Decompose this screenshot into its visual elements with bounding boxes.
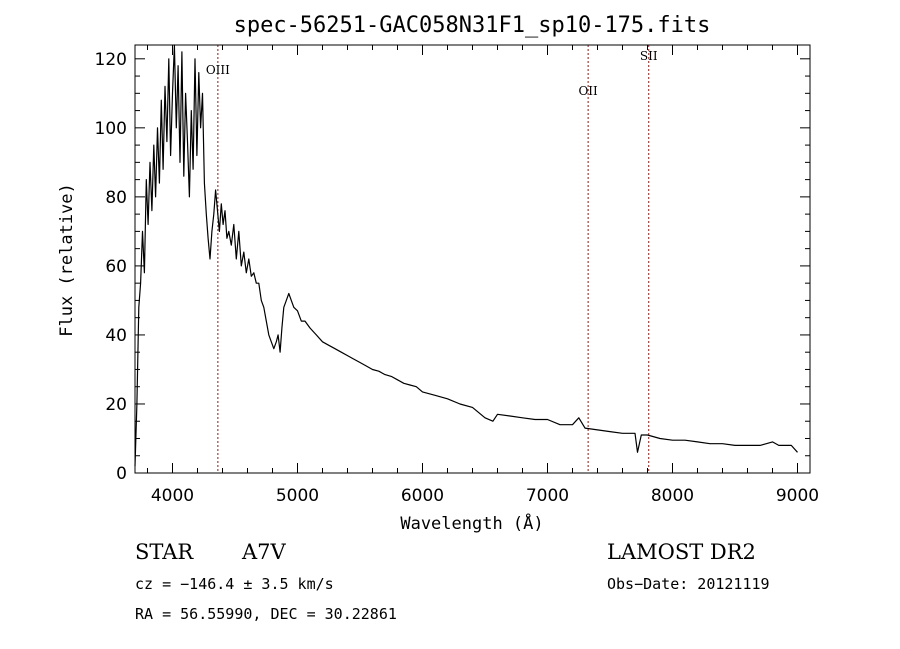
emission-label-oii: OII bbox=[578, 84, 598, 98]
survey-name: LAMOST DR2 bbox=[607, 540, 756, 564]
x-tick-label: 5000 bbox=[276, 486, 319, 506]
y-tick-label: 120 bbox=[95, 50, 127, 70]
y-tick-label: 20 bbox=[105, 395, 127, 415]
object-subclass: A7V bbox=[241, 540, 287, 564]
x-axis-label: Wavelength (Å) bbox=[400, 512, 543, 534]
y-tick-label: 60 bbox=[105, 257, 127, 277]
emission-line-markers: OIII OII SII bbox=[206, 45, 658, 473]
x-tick-label: 7000 bbox=[526, 486, 569, 506]
object-class: STAR bbox=[135, 540, 194, 564]
x-axis-ticks: 4000 5000 6000 7000 8000 9000 bbox=[147, 45, 819, 506]
y-axis-ticks: 0 20 40 60 80 100 120 bbox=[95, 50, 810, 484]
y-tick-label: 0 bbox=[116, 464, 127, 484]
coordinates-text: RA = 56.55990, DEC = 30.22861 bbox=[135, 605, 397, 623]
spectrum-line-group bbox=[134, 44, 798, 467]
y-tick-label: 40 bbox=[105, 326, 127, 346]
x-tick-label: 8000 bbox=[651, 486, 694, 506]
y-tick-label: 80 bbox=[105, 188, 127, 208]
x-tick-label: 6000 bbox=[401, 486, 444, 506]
x-tick-label: 4000 bbox=[151, 486, 194, 506]
obs-date-text: Obs−Date: 20121119 bbox=[607, 575, 770, 593]
y-tick-label: 100 bbox=[95, 119, 127, 139]
emission-label-sii: SII bbox=[640, 49, 658, 63]
redshift-text: cz = −146.4 ± 3.5 km/s bbox=[135, 575, 334, 593]
emission-label-oiii: OIII bbox=[206, 63, 230, 77]
spectrum-line bbox=[134, 44, 798, 467]
x-tick-label: 9000 bbox=[776, 486, 819, 506]
y-axis-label: Flux (relative) bbox=[57, 183, 77, 337]
chart-title: spec-56251-GAC058N31F1_sp10-175.fits bbox=[234, 13, 711, 38]
